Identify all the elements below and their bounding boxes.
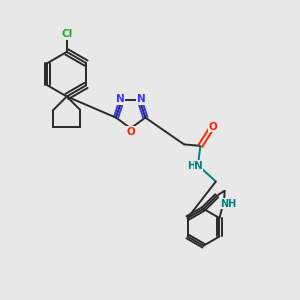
Text: O: O (208, 122, 217, 131)
Text: O: O (126, 127, 135, 137)
Text: Cl: Cl (61, 29, 72, 39)
Text: N: N (116, 94, 124, 104)
Text: NH: NH (220, 199, 236, 208)
Text: N: N (194, 161, 203, 171)
Text: H: H (188, 161, 196, 171)
Text: N: N (137, 94, 146, 104)
